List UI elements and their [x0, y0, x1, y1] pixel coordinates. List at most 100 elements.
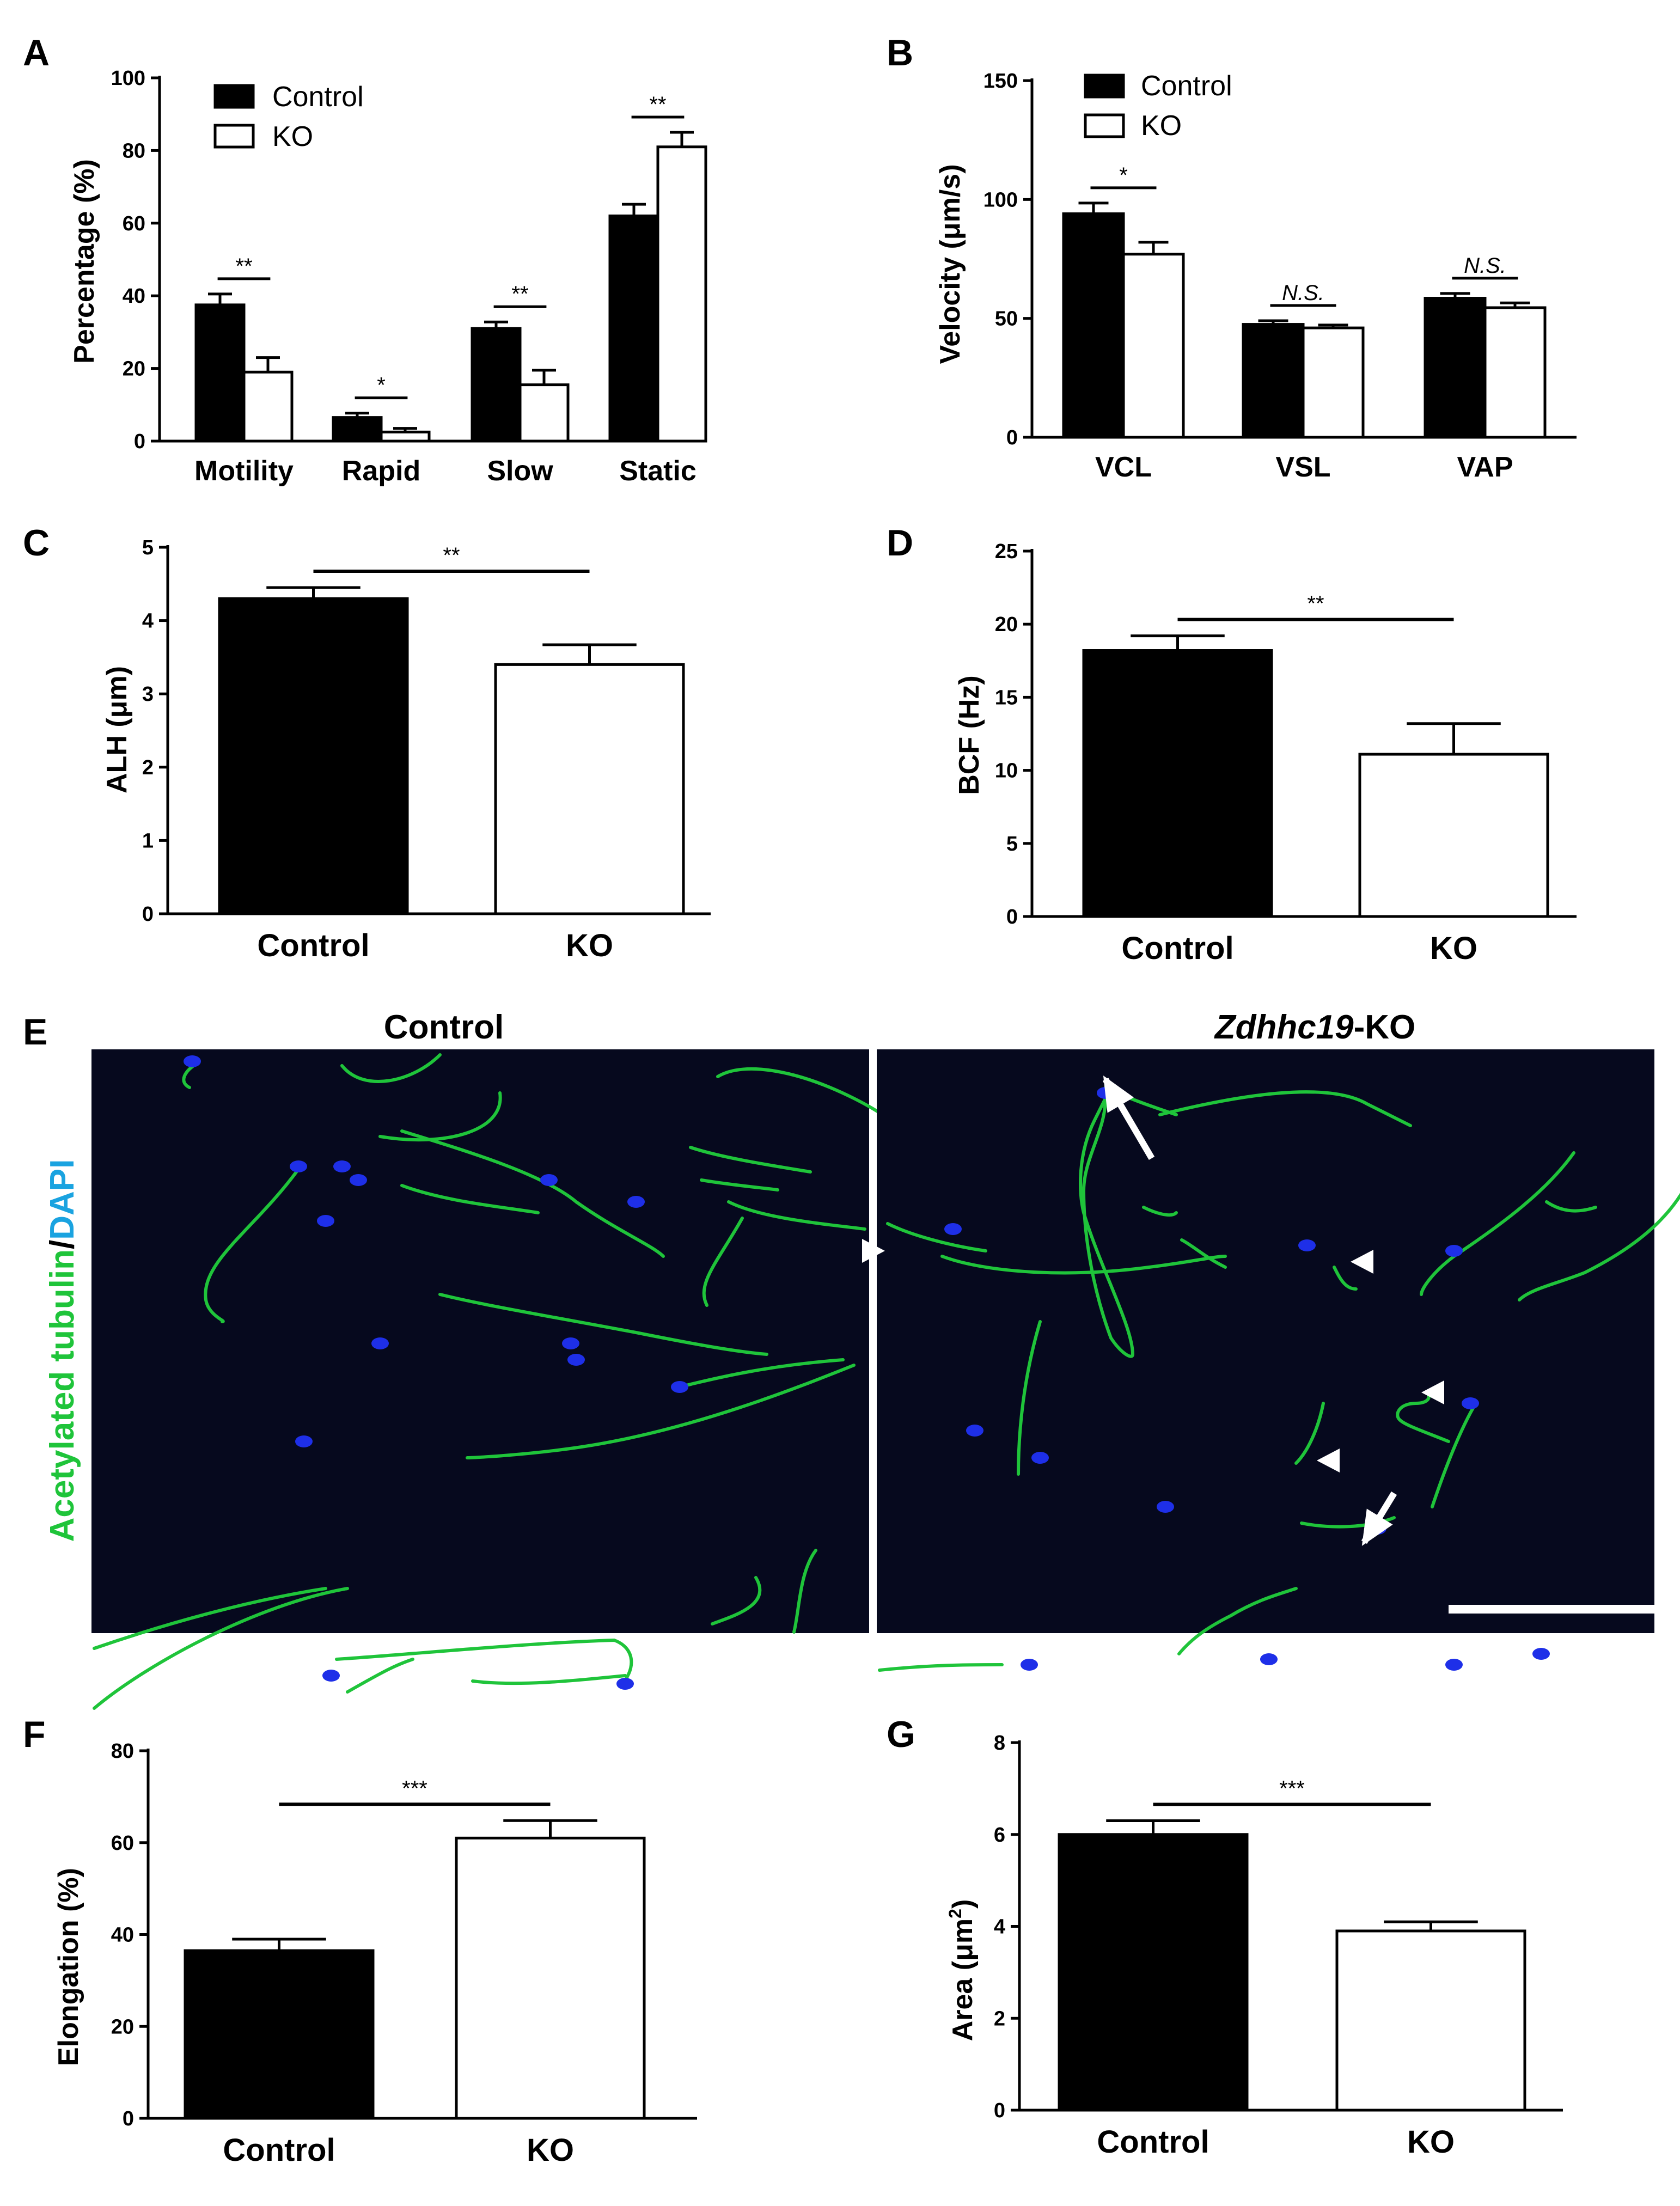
panel-c-sig-label: **: [443, 543, 460, 567]
panel-a-ytick-label: 40: [123, 285, 145, 308]
sperm-nucleus: [1445, 1659, 1463, 1671]
panel-c-letter: C: [23, 522, 50, 564]
panel-c-category-label: Control: [257, 928, 369, 963]
panel-a-legend-control: Control: [272, 81, 364, 113]
stain-slash: /: [44, 1240, 81, 1249]
panel-a-legend-swatch-control: [213, 84, 255, 109]
sperm-nucleus: [562, 1337, 579, 1349]
panel-g-ytick-label: 2: [994, 2007, 1005, 2030]
flagellum: [1294, 1402, 1325, 1465]
sperm-nucleus: [540, 1174, 558, 1186]
sperm-nucleus: [1462, 1397, 1479, 1409]
panel-c-ytick-label: 0: [142, 903, 154, 926]
arrowhead-marker: [862, 1239, 885, 1263]
panel-b-ytick-label: 100: [983, 188, 1018, 211]
sperm-nucleus: [567, 1354, 585, 1366]
panel-f-ytick-label: 60: [111, 1832, 134, 1855]
panel-g-category-label: Control: [1097, 2124, 1209, 2160]
panel-f-ytick-label: 20: [111, 2015, 134, 2038]
flagellum: [466, 1364, 856, 1459]
panel-f-ytick-label: 40: [111, 1924, 134, 1947]
panel-f-letter: F: [23, 1714, 46, 1755]
panel-b-legend-control: Control: [1141, 70, 1232, 102]
sperm-nucleus: [322, 1670, 340, 1682]
flagellum: [727, 1200, 866, 1231]
flagellum: [1333, 1266, 1358, 1291]
flagellum: [438, 1293, 768, 1356]
panel-a-sig-label: **: [649, 93, 666, 117]
panel-b-ytick-label: 150: [983, 70, 1018, 93]
panel-c-ytick-label: 1: [142, 829, 154, 852]
panel-c-ylabel: ALH (μm): [101, 666, 133, 793]
panel-a-ytick-label: 80: [123, 139, 145, 162]
panel-a-category-label: Motility: [194, 455, 294, 487]
panel-f-ytick-label: 80: [111, 1740, 134, 1763]
panel-g-ylabel-end: ): [947, 1899, 979, 1909]
panel-c-ytick-label: 5: [142, 536, 154, 559]
panel-a-bar-ko-static: [656, 145, 707, 443]
panel-a-category-label: Slow: [487, 455, 553, 487]
panel-g-sig-label: ***: [1279, 1776, 1305, 1800]
panel-c-bar-ko: [494, 663, 685, 915]
panel-d-ylabel: BCF (Hz): [954, 675, 985, 795]
panel-d-ytick-label: 15: [995, 686, 1018, 709]
panel-g-ylabel: Area (μm2): [945, 1899, 979, 2042]
flagellum: [346, 1658, 414, 1694]
panel-b-category-label: VCL: [1095, 451, 1152, 483]
panel-d-ytick-label: 25: [995, 540, 1018, 563]
arrowhead-marker: [1317, 1449, 1340, 1472]
panel-f-sig-label: ***: [402, 1776, 427, 1800]
stain-blue-label: DAPI: [44, 1159, 81, 1240]
panel-f-plot: 0 20 40 60 80 Control KO ***: [111, 1740, 697, 2168]
flagellum: [1545, 1200, 1597, 1213]
panel-a-ytick-label: 100: [111, 67, 145, 90]
panel-d-plot: 0 5 10 15 20 25 Control KO **: [995, 540, 1577, 966]
flagellum: [335, 1638, 633, 1688]
charts-layer: 020406080100Motility**Rapid*Slow**Static…: [111, 67, 1577, 2168]
flagellum: [689, 1146, 812, 1174]
sperm-nucleus: [317, 1215, 334, 1227]
flagellum: [471, 1674, 627, 1685]
panel-a-bar-ko-motility: [242, 370, 294, 443]
panel-f-category-label: Control: [223, 2132, 335, 2168]
flagellum: [678, 1358, 845, 1389]
flagellum: [792, 1549, 817, 1634]
panel-b-plot: 0 50 100 150 VCL * VSL N.S. VAP N.S.: [983, 70, 1577, 483]
sperm-nucleus: [1031, 1452, 1049, 1464]
panel-b-bar-control-vsl: [1242, 323, 1305, 439]
sperm-nucleus: [616, 1678, 634, 1690]
panel-c-ytick-label: 2: [142, 756, 154, 779]
panel-g-plot: 0 2 4 6 8 Control KO ***: [994, 1732, 1563, 2160]
panel-a-sig-label: **: [235, 254, 252, 278]
panel-a-bar-control-motility: [194, 303, 246, 443]
panel-b-bar-control-vap: [1424, 297, 1487, 439]
panel-f-ylabel: Elongation (%): [53, 1868, 84, 2066]
panel-e-ko-suffix: -KO: [1354, 1009, 1416, 1046]
panel-c-ytick-label: 3: [142, 683, 154, 706]
panel-b-ytick-label: 50: [995, 308, 1018, 331]
micro-left-background: [91, 1049, 869, 1633]
panel-a-ytick-label: 0: [134, 430, 145, 453]
panel-b-ylabel: Velocity (μm/s): [934, 164, 966, 364]
sperm-nucleus: [295, 1435, 313, 1447]
sperm-nucleus: [371, 1337, 389, 1349]
panel-a-category-label: Static: [619, 455, 697, 487]
sperm-nucleus: [627, 1196, 645, 1208]
panel-f-ytick-label: 0: [123, 2107, 134, 2130]
sperm-nucleus: [184, 1055, 201, 1067]
panel-a-bar-control-rapid: [332, 416, 383, 443]
panel-d-ytick-label: 20: [995, 613, 1018, 636]
sperm-nucleus: [290, 1160, 307, 1172]
flagellum: [1017, 1320, 1042, 1476]
sperm-nucleus: [1021, 1659, 1038, 1671]
scale-bar: [1449, 1605, 1666, 1614]
panel-b-bar-ko-vcl: [1122, 253, 1185, 439]
flagellum: [93, 1587, 327, 1650]
sperm-nucleus: [1532, 1648, 1550, 1660]
stain-green-label: Acetylated tubulin: [44, 1249, 81, 1542]
panel-b-category-label: VSL: [1275, 451, 1330, 483]
panel-b-bar-ko-vsl: [1302, 326, 1365, 439]
flagellum: [886, 1222, 987, 1252]
panel-d-ytick-label: 0: [1006, 906, 1018, 928]
panel-g-bar-control: [1058, 1833, 1249, 2112]
